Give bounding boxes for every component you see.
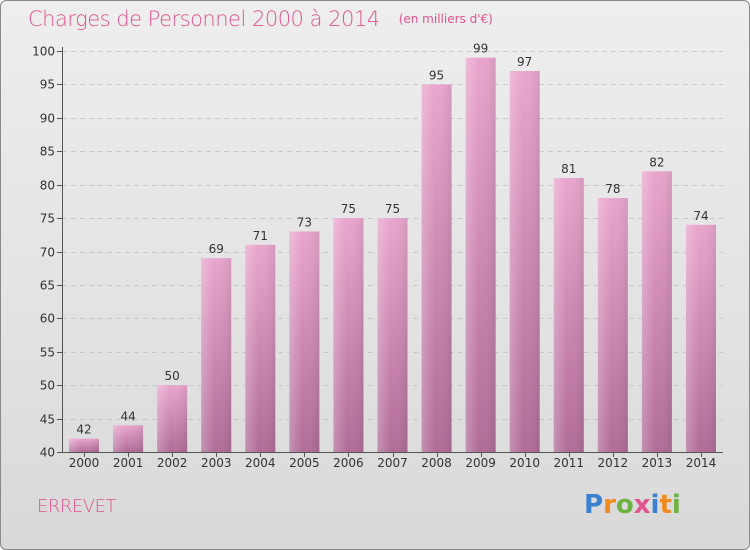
bar-value-label: 44	[120, 409, 135, 423]
axes	[57, 47, 723, 457]
logo-letter: t	[659, 490, 672, 520]
bar-sheen	[69, 438, 100, 452]
proxiti-logo: Proxiti	[584, 490, 681, 520]
bars	[69, 57, 716, 453]
x-tick-label: 2002	[157, 456, 188, 470]
x-tick-label: 2009	[465, 456, 496, 470]
y-tick-label: 45	[40, 413, 55, 427]
y-tick-label: 55	[40, 346, 55, 360]
x-tick-label: 2004	[245, 456, 276, 470]
bar-sheen	[113, 425, 144, 452]
commune-name: ERREVET	[37, 496, 116, 517]
logo-letter: r	[603, 490, 616, 520]
logo-letter: x	[633, 490, 651, 520]
bar-sheen	[509, 71, 540, 453]
bar-value-label: 99	[473, 42, 488, 56]
bar-sheen	[201, 258, 232, 452]
x-tick-label: 2000	[69, 456, 100, 470]
y-tick-label: 100	[32, 45, 55, 59]
bar-sheen	[289, 231, 320, 452]
x-tick-label: 2012	[598, 456, 629, 470]
y-tick-label: 40	[40, 446, 55, 460]
bar-value-label: 75	[341, 202, 356, 216]
labels: 40 45 50 55 60 65 70 75 80 85 90 95 100 42 2000 44 2001 5…	[32, 42, 716, 470]
y-tick-label: 90	[40, 112, 55, 126]
bar-value-label: 42	[76, 423, 91, 437]
x-tick-label: 2001	[113, 456, 144, 470]
bar-sheen	[377, 218, 408, 452]
y-tick-label: 85	[40, 145, 55, 159]
y-tick-label: 50	[40, 379, 55, 393]
bar-sheen	[245, 244, 276, 452]
title-row: Charges de Personnel 2000 à 2014 (en mil…	[28, 7, 493, 31]
bar-value-label: 78	[605, 182, 620, 196]
bar-sheen	[685, 224, 716, 452]
bar-sheen	[465, 57, 496, 452]
bar-value-label: 50	[165, 369, 180, 383]
bar-value-label: 82	[649, 155, 664, 169]
x-tick-label: 2007	[377, 456, 408, 470]
bar-value-label: 81	[561, 162, 576, 176]
y-tick-label: 70	[40, 246, 55, 260]
y-tick-label: 60	[40, 312, 55, 326]
x-tick-label: 2003	[201, 456, 232, 470]
x-tick-label: 2011	[553, 456, 584, 470]
bar-sheen	[157, 385, 188, 452]
bar-sheen	[597, 198, 628, 452]
y-tick-label: 65	[40, 279, 55, 293]
bar-value-label: 73	[297, 215, 312, 229]
bar-value-label: 74	[693, 209, 708, 223]
logo-letter: P	[584, 490, 604, 520]
x-tick-label: 2010	[509, 456, 540, 470]
y-tick-label: 95	[40, 78, 55, 92]
x-tick-label: 2005	[289, 456, 320, 470]
x-tick-label: 2006	[333, 456, 364, 470]
x-tick-label: 2014	[686, 456, 717, 470]
logo-letter: i	[671, 490, 681, 520]
chart-title: Charges de Personnel 2000 à 2014	[28, 7, 380, 31]
bar-sheen	[641, 171, 672, 453]
bar-sheen	[421, 84, 452, 453]
bar-value-label: 75	[385, 202, 400, 216]
bar-value-label: 95	[429, 68, 444, 82]
x-tick-label: 2008	[421, 456, 452, 470]
bar-value-label: 69	[209, 242, 224, 256]
chart-unit-note: (en milliers d'€)	[398, 12, 493, 26]
bar-sheen	[333, 218, 364, 452]
y-tick-label: 75	[40, 212, 55, 226]
bar-sheen	[553, 177, 584, 452]
bar-value-label: 71	[253, 229, 268, 243]
bar-value-label: 97	[517, 55, 532, 69]
x-tick-label: 2013	[642, 456, 673, 470]
logo-letter: o	[615, 490, 634, 520]
y-tick-label: 80	[40, 179, 55, 193]
logo-letter: i	[650, 490, 660, 520]
